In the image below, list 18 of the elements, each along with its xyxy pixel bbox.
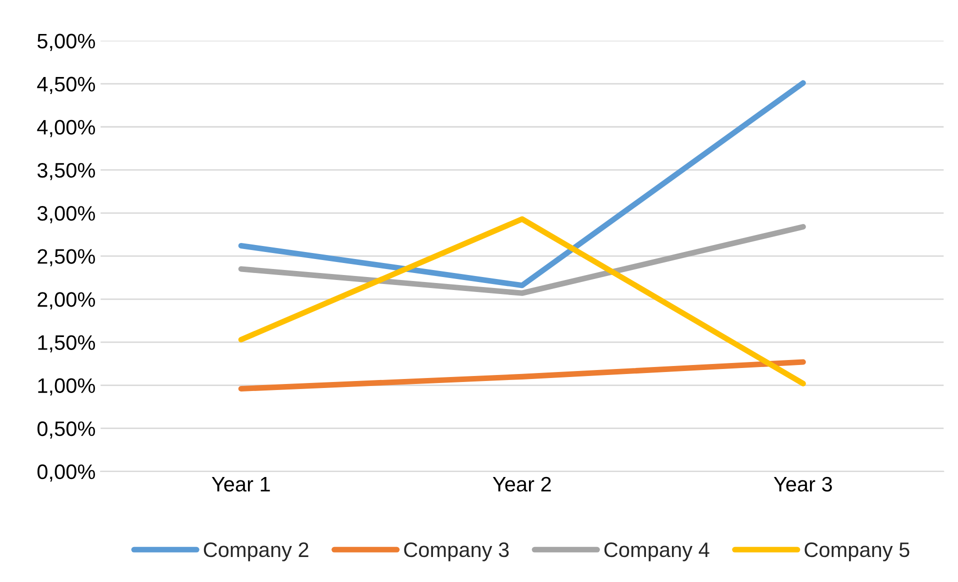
y-tick-label: 0,50% (37, 421, 95, 439)
y-tick-label: 1,50% (38, 335, 95, 352)
y-tick-label: 4,00% (37, 120, 95, 138)
legend-label: Company 5 (804, 542, 910, 562)
y-tick-label: 0,00% (37, 464, 95, 482)
y-tick-label: 2,00% (38, 292, 95, 310)
y-tick-label: 5,00% (37, 34, 95, 51)
y-tick-label: 4,50% (37, 76, 95, 94)
x-tick-label: Year 2 (492, 476, 551, 492)
y-tick-label: 1,00% (38, 378, 95, 396)
y-tick-label: 3,50% (37, 162, 95, 180)
legend-label: Company 4 (604, 542, 710, 562)
x-tick-label: Year 1 (212, 477, 270, 492)
legend-label: Company 3 (404, 542, 509, 562)
y-tick-label: 2,50% (38, 249, 95, 266)
x-tick-label: Year 3 (774, 476, 832, 492)
y-tick-label: 3,00% (37, 206, 95, 224)
legend-label: Company 2 (204, 542, 308, 562)
